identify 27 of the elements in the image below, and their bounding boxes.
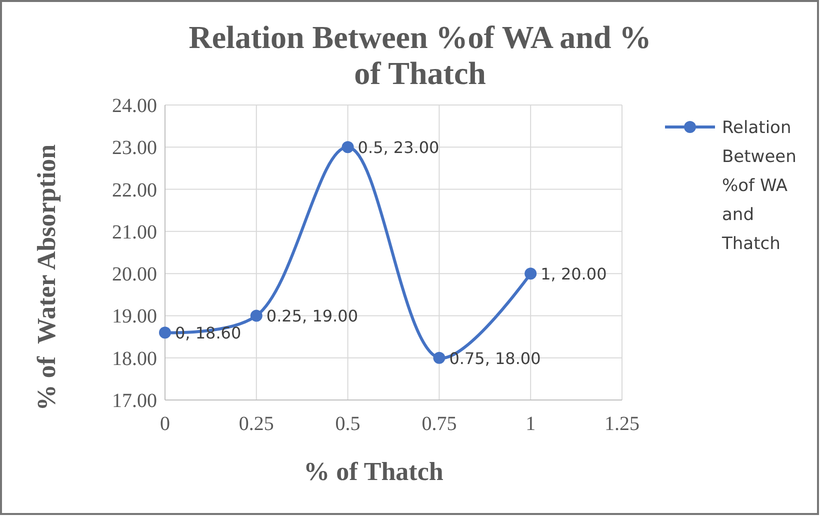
x-tick-label: 0.25 bbox=[238, 413, 274, 435]
x-tick-label: 1 bbox=[526, 413, 536, 435]
point bbox=[433, 352, 446, 364]
x-tick-label: 1.25 bbox=[604, 413, 640, 435]
point bbox=[524, 268, 537, 280]
y-tick-label: 22.00 bbox=[112, 179, 157, 202]
y-axis-title: % of Water Absorption bbox=[32, 144, 61, 411]
legend-label: Relation Between %of WA and Thatch bbox=[721, 118, 796, 254]
point bbox=[159, 326, 171, 339]
y-tick-label: 23.00 bbox=[112, 137, 157, 160]
y-tick-label: 17.00 bbox=[112, 390, 157, 412]
y-tick-label: 24.00 bbox=[112, 95, 157, 117]
y-tick-label: 18.00 bbox=[112, 348, 157, 370]
x-tick-label: 0.75 bbox=[422, 413, 457, 435]
x-tick-label: 0 bbox=[160, 413, 170, 435]
data-label: 0.75, 18.00 bbox=[449, 348, 541, 368]
data-label: 0.5, 23.00 bbox=[358, 138, 440, 158]
x-axis-title: % of Thatch bbox=[304, 457, 444, 486]
point bbox=[250, 310, 262, 322]
point bbox=[342, 141, 354, 154]
chart-title: Relation Between %of WA and % of Thatch bbox=[188, 19, 652, 91]
y-tick-label: 21.00 bbox=[112, 221, 157, 244]
y-tick-label: 19.00 bbox=[112, 306, 157, 328]
y-tick-label: 20.00 bbox=[112, 264, 157, 286]
data-label: 1, 20.00 bbox=[540, 264, 607, 284]
x-tick-label: 0.5 bbox=[335, 413, 360, 435]
data-label: 0.25, 19.00 bbox=[266, 306, 358, 326]
